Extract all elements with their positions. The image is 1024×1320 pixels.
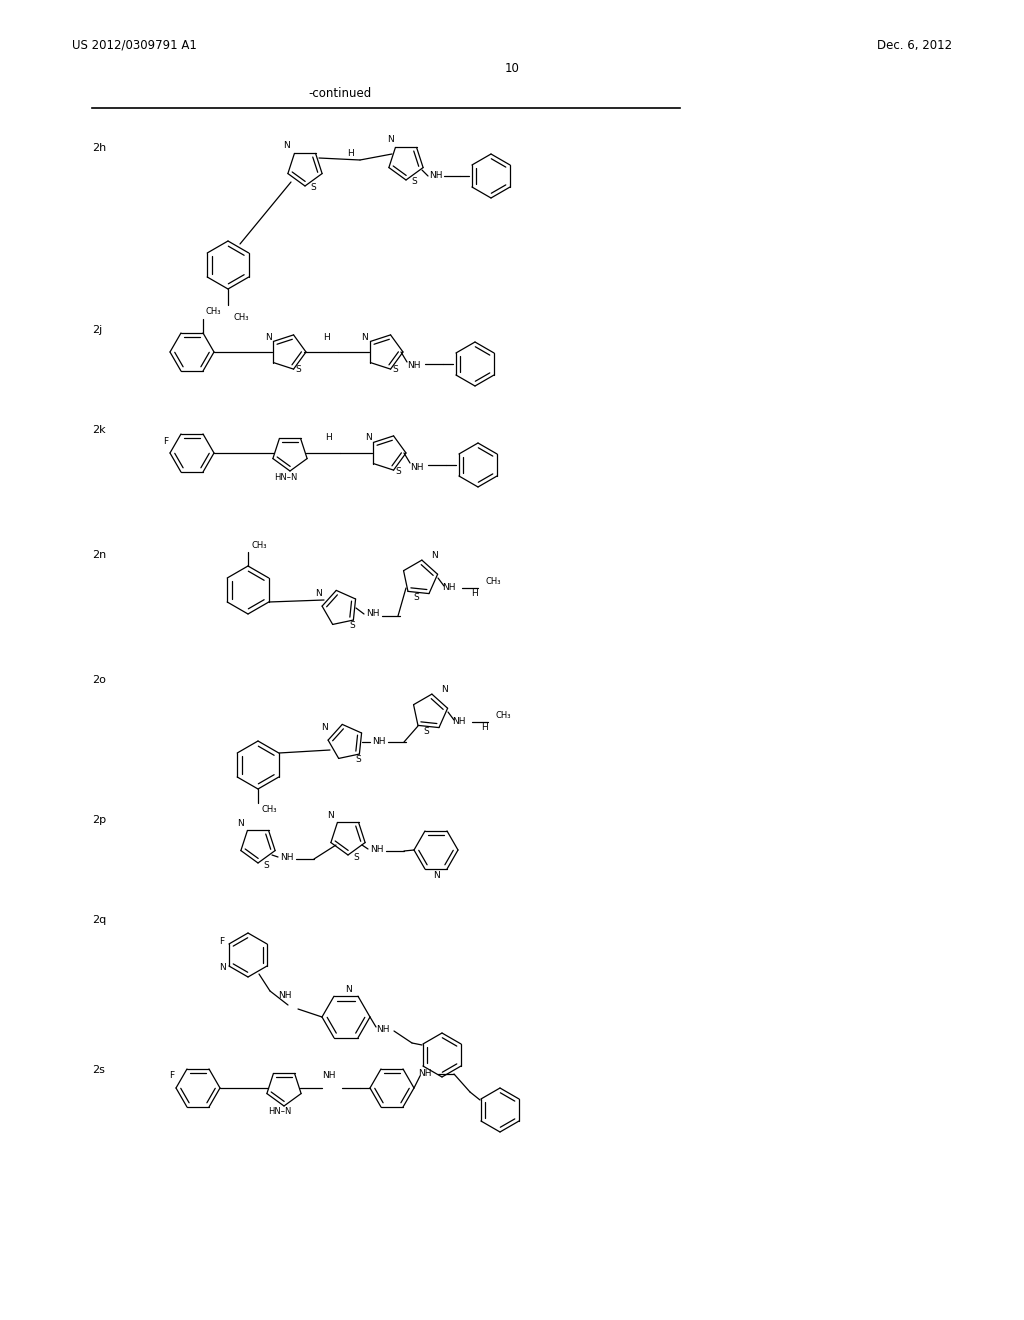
- Text: H: H: [471, 590, 477, 598]
- Text: NH: NH: [366, 610, 380, 619]
- Text: HN–N: HN–N: [268, 1107, 292, 1117]
- Text: NH: NH: [280, 853, 294, 862]
- Text: 2j: 2j: [92, 325, 102, 335]
- Text: N: N: [321, 722, 328, 731]
- Text: N: N: [219, 964, 225, 973]
- Text: CH₃: CH₃: [206, 308, 221, 317]
- Text: CH₃: CH₃: [486, 578, 502, 586]
- Text: N: N: [314, 590, 322, 598]
- Text: CH₃: CH₃: [496, 711, 512, 721]
- Text: NH: NH: [407, 362, 421, 371]
- Text: H: H: [323, 333, 330, 342]
- Text: NH: NH: [442, 583, 456, 593]
- Text: S: S: [395, 466, 400, 475]
- Text: N: N: [440, 685, 447, 694]
- Text: 2s: 2s: [92, 1065, 104, 1074]
- Text: S: S: [263, 861, 269, 870]
- Text: S: S: [423, 727, 429, 737]
- Text: 10: 10: [505, 62, 519, 74]
- Text: S: S: [353, 853, 358, 862]
- Text: NH: NH: [322, 1071, 336, 1080]
- Text: S: S: [295, 366, 301, 375]
- Text: NH: NH: [410, 462, 424, 471]
- Text: 2o: 2o: [92, 675, 105, 685]
- Text: HN–N: HN–N: [274, 473, 298, 482]
- Text: 2k: 2k: [92, 425, 105, 436]
- Text: US 2012/0309791 A1: US 2012/0309791 A1: [72, 38, 197, 51]
- Text: CH₃: CH₃: [252, 541, 267, 550]
- Text: 2q: 2q: [92, 915, 106, 925]
- Text: CH₃: CH₃: [262, 805, 278, 814]
- Text: N: N: [431, 552, 437, 561]
- Text: -continued: -continued: [308, 87, 372, 100]
- Text: N: N: [432, 871, 439, 880]
- Text: NH: NH: [370, 845, 384, 854]
- Text: S: S: [349, 622, 355, 631]
- Text: H: H: [325, 433, 332, 442]
- Text: N: N: [388, 136, 394, 144]
- Text: N: N: [365, 433, 372, 442]
- Text: 2p: 2p: [92, 814, 106, 825]
- Text: NH: NH: [372, 738, 385, 747]
- Text: N: N: [264, 333, 271, 342]
- Text: N: N: [237, 818, 244, 828]
- Text: N: N: [284, 141, 291, 150]
- Text: 2h: 2h: [92, 143, 106, 153]
- Text: CH₃: CH₃: [234, 313, 250, 322]
- Text: S: S: [413, 594, 419, 602]
- Text: NH: NH: [418, 1069, 431, 1078]
- Text: NH: NH: [376, 1024, 389, 1034]
- Text: NH: NH: [429, 172, 442, 181]
- Text: S: S: [392, 366, 398, 375]
- Text: Dec. 6, 2012: Dec. 6, 2012: [877, 38, 952, 51]
- Text: F: F: [169, 1072, 174, 1081]
- Text: S: S: [355, 755, 360, 764]
- Text: N: N: [361, 333, 369, 342]
- Text: S: S: [310, 183, 315, 193]
- Text: S: S: [411, 177, 417, 186]
- Text: NH: NH: [278, 991, 292, 1001]
- Text: F: F: [219, 937, 224, 946]
- Text: F: F: [164, 437, 169, 446]
- Text: N: N: [345, 985, 351, 994]
- Text: H: H: [347, 149, 353, 157]
- Text: 2n: 2n: [92, 550, 106, 560]
- Text: NH: NH: [452, 718, 466, 726]
- Text: H: H: [480, 723, 487, 733]
- Text: N: N: [327, 810, 334, 820]
